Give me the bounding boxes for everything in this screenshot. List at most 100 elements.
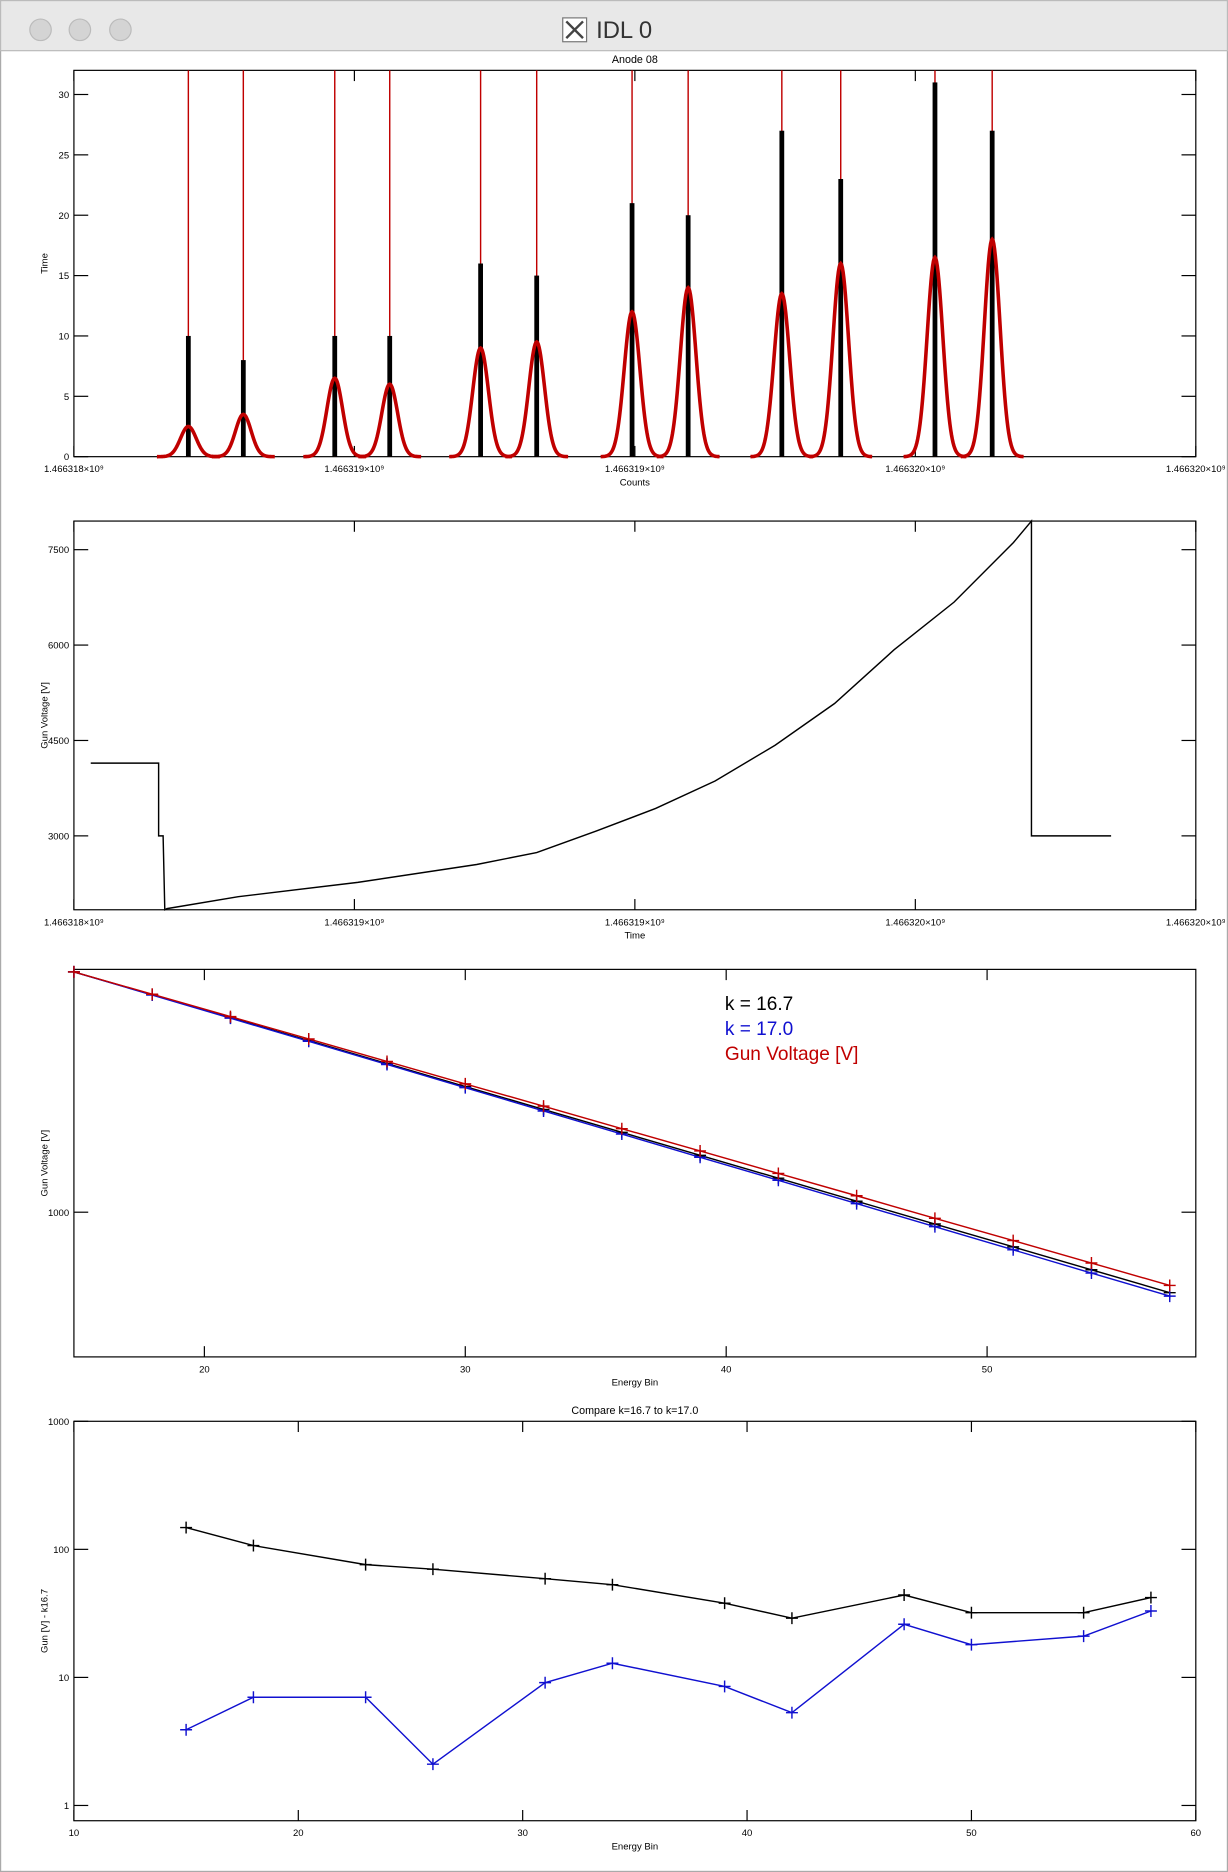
y-axis-title: Time xyxy=(40,253,51,274)
marker xyxy=(1163,1279,1176,1292)
y-tick-label: 7500 xyxy=(48,545,69,556)
marker xyxy=(247,1539,260,1552)
marker xyxy=(1144,1591,1157,1604)
title-bar xyxy=(0,0,1228,52)
marker xyxy=(898,1589,911,1601)
marker xyxy=(426,1563,439,1576)
x-tick-label: 30 xyxy=(460,1364,471,1375)
marker xyxy=(694,1144,707,1157)
histogram-peak xyxy=(332,335,338,457)
y-tick-label: 30 xyxy=(59,90,70,101)
marker xyxy=(224,1010,237,1023)
legend-entry: Gun Voltage [V] xyxy=(725,1044,859,1065)
y-axis-title: Gun Voltage [V] xyxy=(40,1130,51,1197)
x-tick-label: 50 xyxy=(982,1364,993,1375)
marker xyxy=(180,1521,193,1534)
marker xyxy=(772,1167,785,1180)
x-axis-title: Time xyxy=(624,930,645,941)
y-tick-label: 10 xyxy=(59,1673,70,1684)
close-button[interactable] xyxy=(29,18,52,42)
marker xyxy=(359,1558,372,1571)
x-icon xyxy=(562,17,588,43)
marker xyxy=(302,1033,315,1045)
marker xyxy=(718,1597,731,1610)
fit-curve xyxy=(750,291,814,459)
y-axis-title: Gun [V] - k16.7 xyxy=(40,1589,51,1653)
fit-curve xyxy=(809,260,873,459)
x-tick-label: 1.466319×10⁹ xyxy=(605,464,665,475)
marker xyxy=(850,1189,863,1202)
histogram-peak xyxy=(629,203,635,457)
histogram-peak xyxy=(932,82,938,457)
marker xyxy=(1085,1257,1098,1269)
marker xyxy=(1144,1605,1157,1617)
y-axis-title: Gun Voltage [V] xyxy=(40,682,51,749)
marker xyxy=(615,1122,628,1135)
histogram-peak xyxy=(685,215,691,457)
y-tick-label: 5 xyxy=(64,392,69,403)
marker xyxy=(1085,1267,1098,1280)
marker xyxy=(1163,1290,1176,1303)
series-line xyxy=(185,1526,1152,1619)
chart-title: Anode 08 xyxy=(612,54,658,66)
x-tick-label: 1.466320×10⁹ xyxy=(885,464,945,475)
marker xyxy=(359,1691,372,1704)
marker xyxy=(381,1055,393,1068)
y-tick-label: 6000 xyxy=(48,641,69,652)
x-tick-label: 1.466319×10⁹ xyxy=(324,917,384,928)
fit-curve xyxy=(600,309,664,459)
chart-title: Compare k=16.7 to k=17.0 xyxy=(571,1405,698,1417)
y-tick-label: 10 xyxy=(59,332,70,343)
series-line xyxy=(185,1610,1152,1766)
x-tick-label: 60 xyxy=(1191,1828,1202,1839)
fit-curve xyxy=(903,254,967,459)
legend-entry: k = 16.7 xyxy=(725,994,793,1015)
y-tick-label: 3000 xyxy=(48,831,69,842)
plot-frame xyxy=(73,968,1197,1358)
marker xyxy=(606,1578,619,1591)
window-title: IDL 0 xyxy=(596,17,652,44)
minimize-button[interactable] xyxy=(68,18,92,42)
y-tick-label: 20 xyxy=(59,211,70,222)
marker xyxy=(606,1657,619,1670)
marker xyxy=(785,1706,798,1719)
x-tick-label: 40 xyxy=(742,1828,753,1839)
x-tick-label: 1.466318×10⁹ xyxy=(44,917,104,928)
y-tick-label: 15 xyxy=(59,271,70,282)
histogram-peak xyxy=(989,130,995,457)
x-tick-label: 50 xyxy=(966,1828,977,1839)
y-tick-label: 100 xyxy=(53,1545,69,1556)
marker xyxy=(537,1100,550,1113)
marker xyxy=(426,1758,439,1771)
x-tick-label: 1.466320×10⁹ xyxy=(1166,917,1226,928)
zoom-button[interactable] xyxy=(109,18,132,42)
histogram-peak xyxy=(838,179,844,457)
y-tick-label: 1 xyxy=(64,1801,69,1812)
x-tick-label: 30 xyxy=(517,1828,528,1839)
x-axis-title: Energy Bin xyxy=(612,1841,659,1852)
x-tick-label: 20 xyxy=(199,1364,210,1375)
y-tick-label: 4500 xyxy=(48,736,69,747)
histogram-peak xyxy=(240,360,246,457)
y-tick-label: 1000 xyxy=(48,1417,69,1428)
marker xyxy=(928,1212,941,1225)
fit-curve xyxy=(358,382,422,459)
marker xyxy=(898,1618,911,1631)
fit-curve xyxy=(303,376,367,459)
x-tick-label: 10 xyxy=(69,1828,80,1839)
x-tick-label: 40 xyxy=(721,1364,732,1375)
x-tick-label: 1.466319×10⁹ xyxy=(605,917,665,928)
histogram-peak xyxy=(387,335,393,457)
x-axis-title: Counts xyxy=(620,477,650,488)
legend-entry: k = 17.0 xyxy=(725,1019,793,1040)
plot-frame xyxy=(73,1420,1197,1822)
marker xyxy=(247,1691,260,1704)
marker xyxy=(718,1680,731,1693)
marker xyxy=(1077,1630,1090,1643)
x-tick-label: 1.466319×10⁹ xyxy=(324,464,384,475)
fit-curve xyxy=(960,236,1024,459)
marker xyxy=(180,1723,193,1736)
